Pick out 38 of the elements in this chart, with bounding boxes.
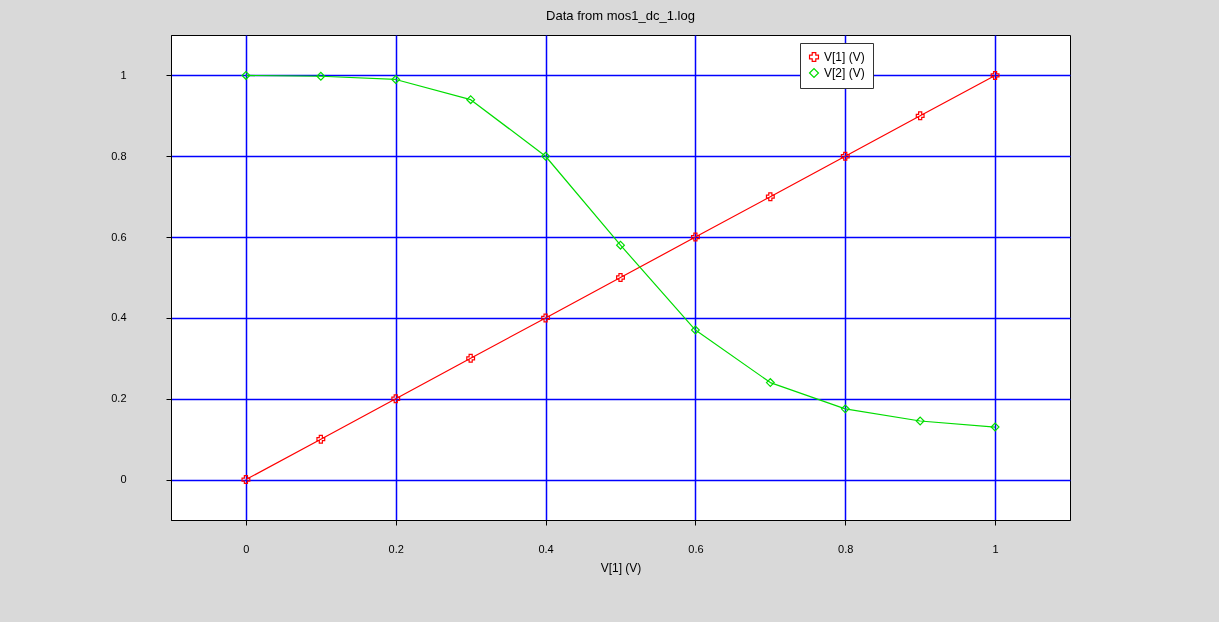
point xyxy=(391,74,401,84)
x-tick-label: 0.2 xyxy=(388,542,404,555)
y-tick-label: 0.4 xyxy=(111,311,127,324)
point xyxy=(616,273,625,282)
point xyxy=(316,434,326,444)
point xyxy=(690,232,700,242)
point xyxy=(840,404,850,414)
legend-label: V[2] (V) xyxy=(824,66,865,80)
point xyxy=(690,325,700,335)
point xyxy=(316,71,326,81)
x-tick-label: 1 xyxy=(992,542,999,555)
point xyxy=(541,313,551,323)
x-tick-label: 0 xyxy=(243,542,250,555)
x-tick-label: 0.4 xyxy=(538,542,554,555)
point xyxy=(616,240,625,250)
x-axis-title: V[1] (V) xyxy=(600,560,642,575)
point xyxy=(466,95,476,105)
y-tick-label: 0.8 xyxy=(111,149,127,162)
point xyxy=(990,422,1000,432)
point xyxy=(466,353,476,363)
point xyxy=(241,70,251,80)
x-tick-label: 0.6 xyxy=(688,542,704,555)
point xyxy=(915,111,925,121)
point xyxy=(541,151,551,161)
point xyxy=(915,416,925,426)
chart-title: Data from mos1_dc_1.log xyxy=(546,8,695,23)
y-tick-label: 1 xyxy=(120,68,127,81)
x-tick-label: 0.8 xyxy=(838,542,854,555)
y-tick-label: 0.6 xyxy=(111,230,127,243)
point xyxy=(990,70,1000,80)
point xyxy=(241,475,251,485)
point xyxy=(765,378,775,388)
legend-label: V[1] (V) xyxy=(824,50,865,64)
point xyxy=(840,151,850,161)
y-tick-label: 0 xyxy=(120,473,127,486)
point xyxy=(765,192,775,202)
point xyxy=(391,394,401,404)
y-tick-label: 0.2 xyxy=(111,392,127,405)
